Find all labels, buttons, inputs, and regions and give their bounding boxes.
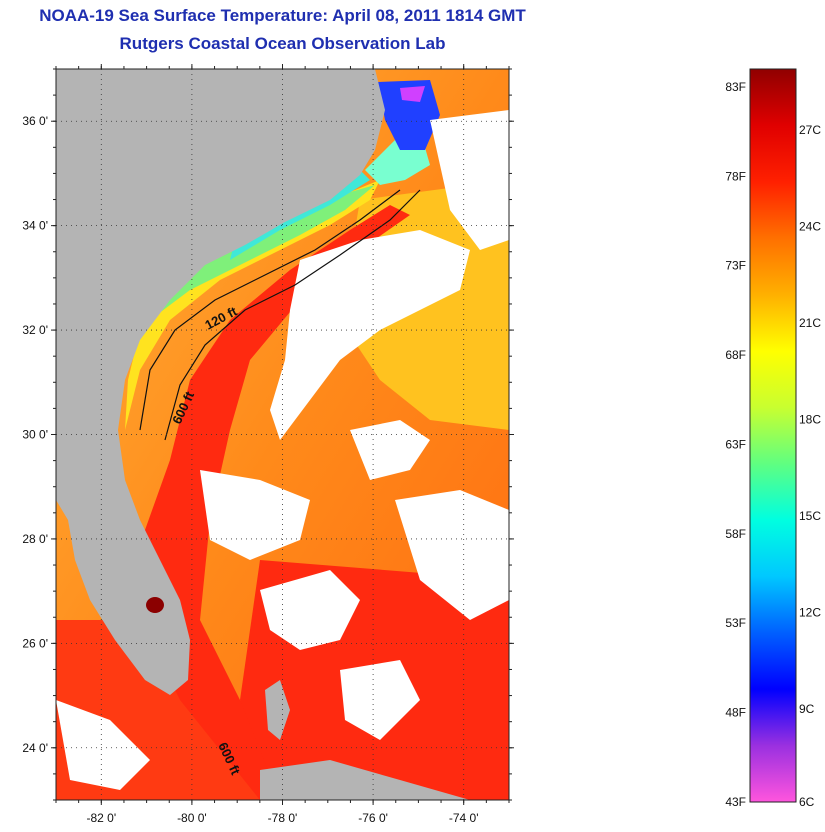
colorbar-f-label: 83F — [725, 80, 746, 94]
graticule — [56, 69, 509, 800]
colorbar-c-label: 21C — [799, 316, 821, 330]
lon-tick-label: -76 0' — [358, 811, 388, 825]
lat-tick-label: 24 0' — [22, 741, 48, 755]
cloud-mass-4 — [260, 570, 360, 650]
lake-okeechobee — [146, 597, 164, 613]
land-cuba — [260, 760, 470, 800]
lat-tick-label: 32 0' — [22, 323, 48, 337]
colorbar-f-label: 78F — [725, 169, 746, 183]
colorbar-f-label: 68F — [725, 348, 746, 362]
colorbar-f-label: 58F — [725, 527, 746, 541]
lat-tick-label: 36 0' — [22, 114, 48, 128]
cloud-mass-8 — [340, 660, 420, 740]
cloud-mass-3 — [200, 470, 310, 560]
map-title: NOAA-19 Sea Surface Temperature: April 0… — [39, 6, 526, 25]
colorbar-f-label: 63F — [725, 437, 746, 451]
lon-tick-label: -78 0' — [268, 811, 298, 825]
cloud-mass-1 — [270, 230, 470, 440]
map-field — [56, 69, 509, 800]
colorbar-f-label: 48F — [725, 706, 746, 720]
shelf-transition-water — [125, 180, 380, 430]
land-mainland — [56, 69, 385, 695]
gulf-stream — [120, 205, 410, 800]
colorbar-f-label: 43F — [725, 795, 746, 809]
lat-tick-label: 28 0' — [22, 532, 48, 546]
cloud-mass-5 — [430, 110, 509, 250]
contour-120-ft — [139, 189, 401, 431]
colorbar-f-label: 53F — [725, 616, 746, 630]
cloud-mass-7 — [56, 700, 150, 790]
colorbar-c-label: 18C — [799, 412, 821, 426]
colorbar-f-label: 73F — [725, 259, 746, 273]
lon-tick-label: -80 0' — [177, 811, 207, 825]
lat-tick-label: 26 0' — [22, 636, 48, 650]
sst-map: 120 ft 600 ft 600 ft 36 0'34 0'32 0'30 0… — [22, 64, 514, 825]
lat-tick-label: 34 0' — [22, 219, 48, 233]
colorbar-c-label: 27C — [799, 123, 821, 137]
cloud-mass-2 — [350, 420, 430, 480]
colorbar-c-label: 12C — [799, 605, 821, 619]
lat-tick-label: 30 0' — [22, 428, 48, 442]
cloud-mass-6 — [395, 490, 509, 620]
colorbar-c-label: 15C — [799, 509, 821, 523]
axis-ticks: 36 0' 34 0' 32 0' 30 0' 28 0' 26 0' 24 0' -82 0… — [22, 64, 514, 825]
land-andros — [265, 680, 290, 740]
colorbar-c-label: 9C — [799, 702, 815, 716]
colorbar-c-label: 24C — [799, 219, 821, 233]
lon-tick-label: -82 0' — [86, 811, 116, 825]
lon-tick-label: -74 0' — [449, 811, 479, 825]
estuary-cold-water — [378, 80, 440, 150]
estuary-coldest-water — [400, 86, 425, 102]
color-scale: 83F 78F 73F 68F 63F 58F 53F 48F 43F 27C 24C 21C 18C 1… — [725, 68, 821, 809]
colorbar-gradient — [749, 68, 797, 803]
map-subtitle: Rutgers Coastal Ocean Observation Lab — [119, 34, 446, 53]
colorbar-c-label: 6C — [799, 795, 815, 809]
